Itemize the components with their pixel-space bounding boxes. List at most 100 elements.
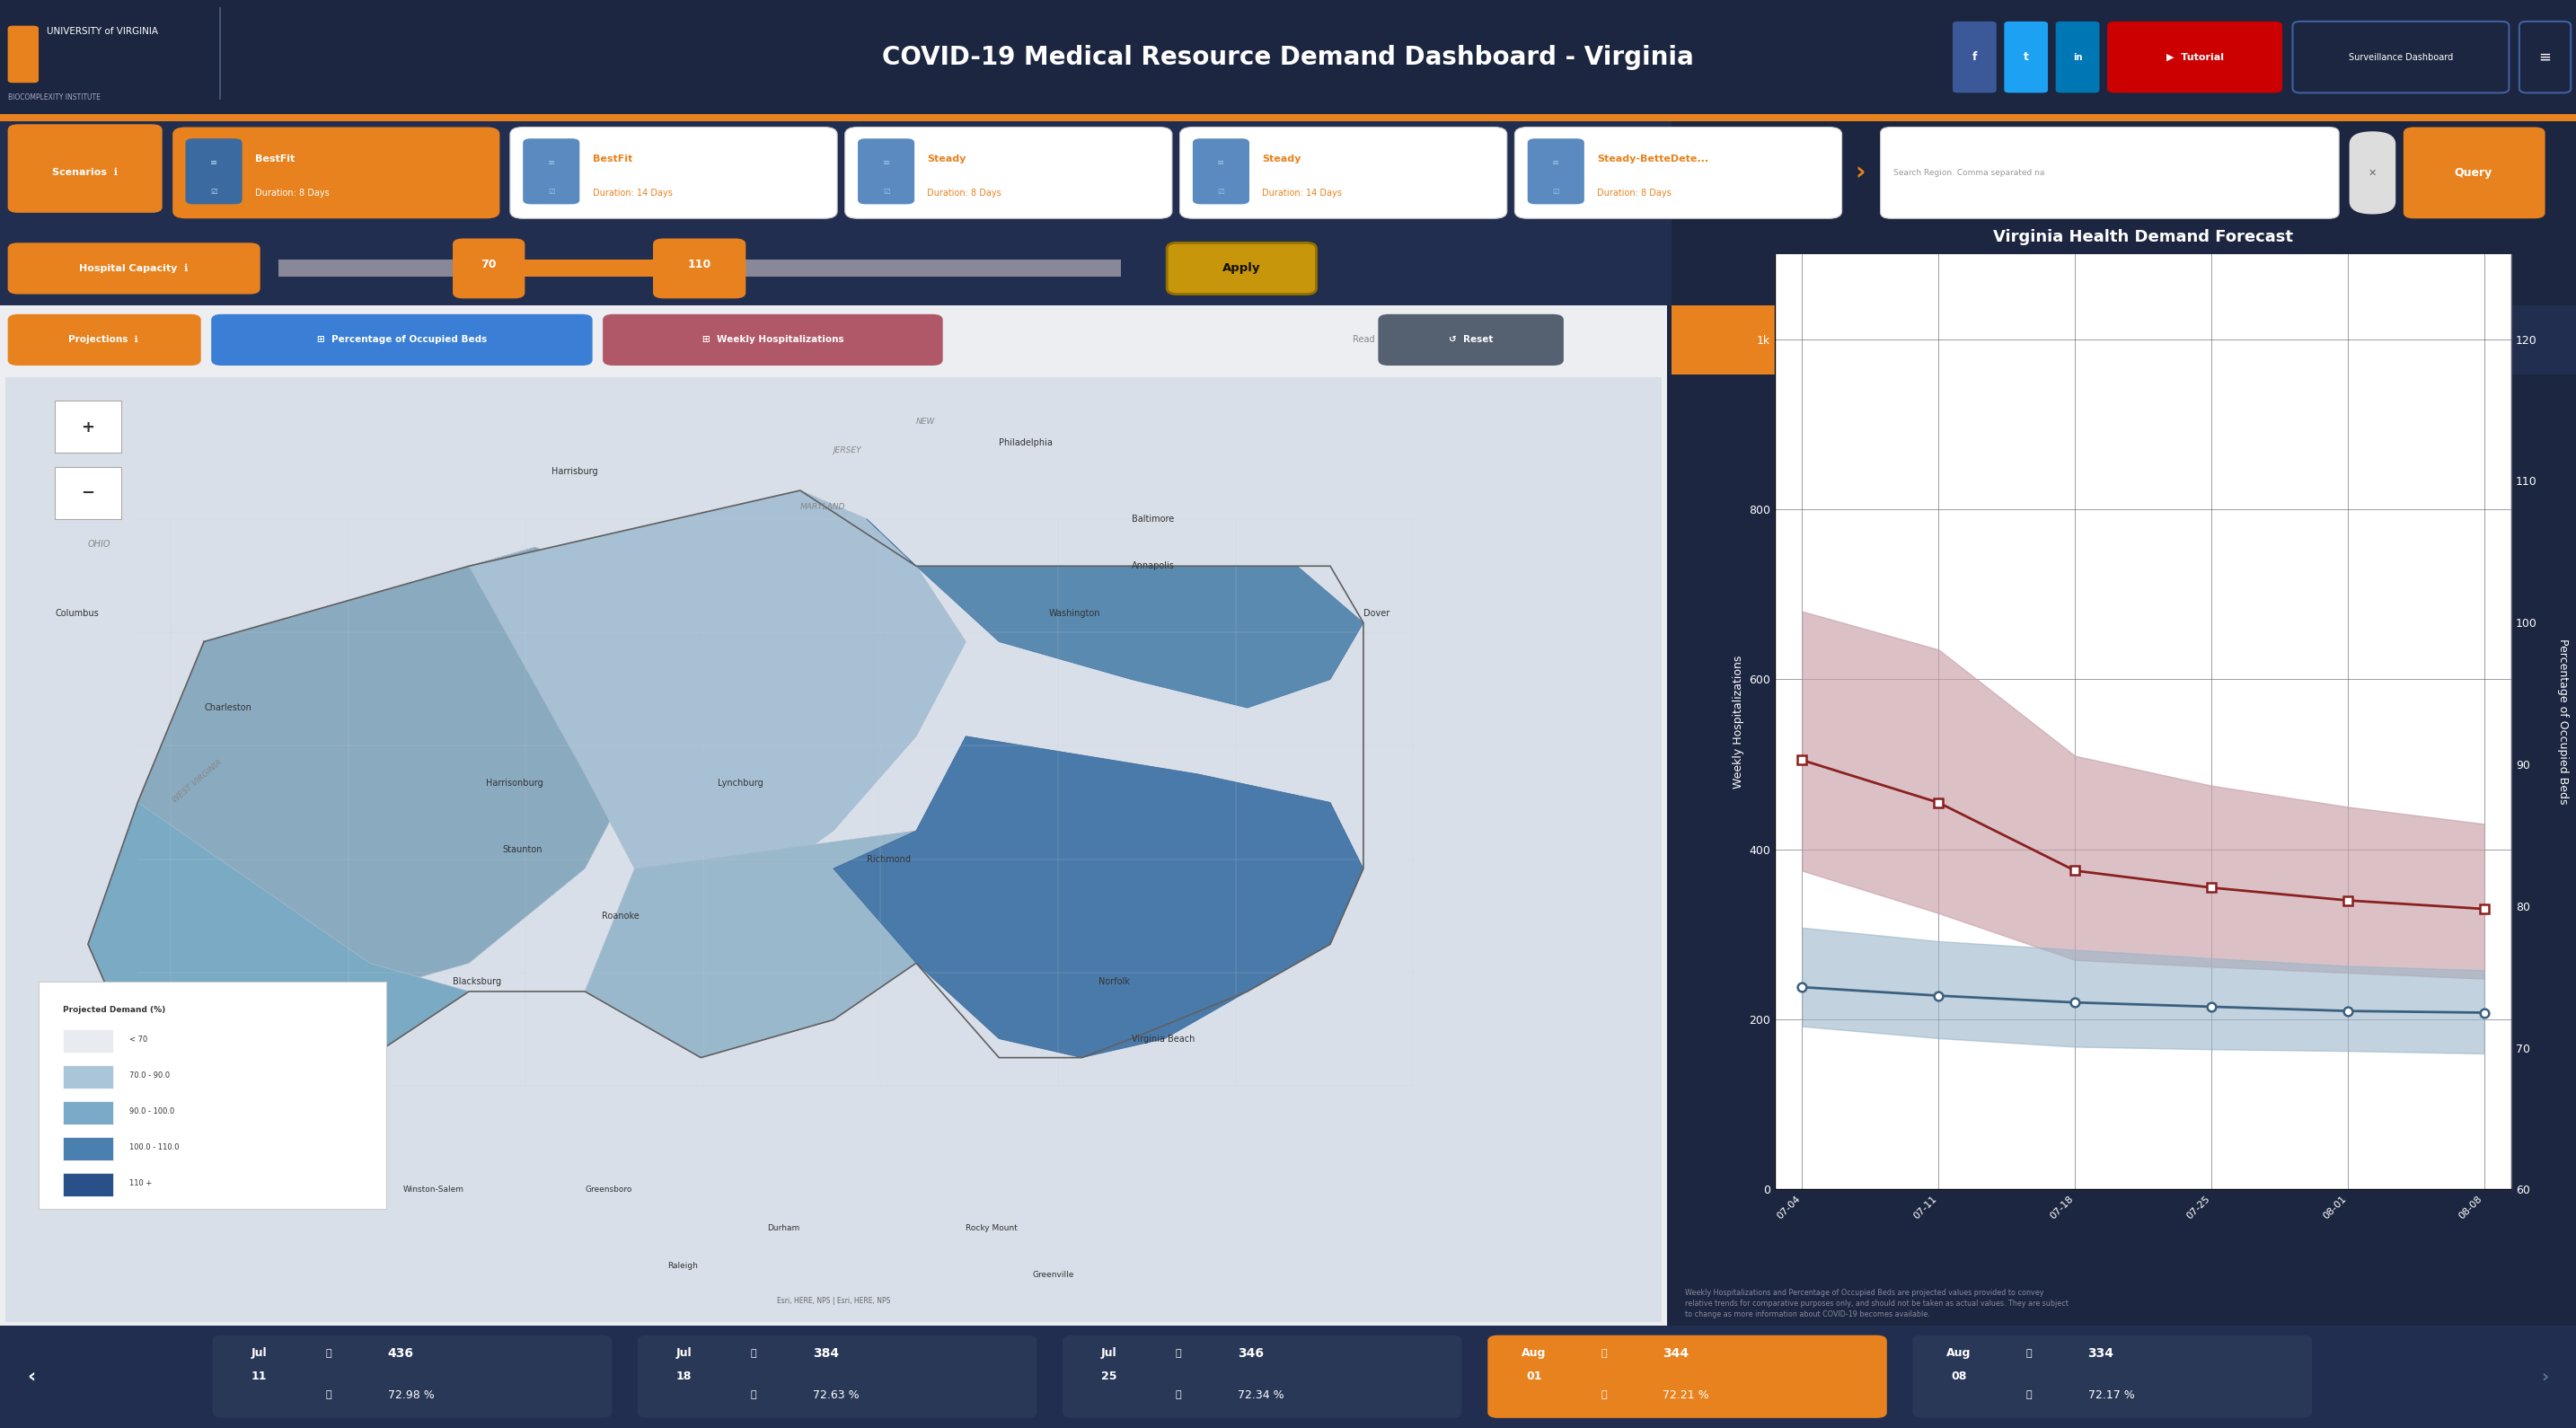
Text: Annapolis: Annapolis	[1131, 561, 1175, 571]
Text: +: +	[82, 418, 95, 436]
Text: ✕: ✕	[2367, 169, 2378, 177]
Text: t: t	[2022, 51, 2030, 63]
Bar	[0, 231, 2576, 306]
Text: ›: ›	[2543, 1368, 2548, 1385]
Text: in: in	[2074, 53, 2081, 61]
Bar	[54, 401, 121, 453]
Text: Richmond: Richmond	[866, 854, 909, 864]
Bar	[1672, 306, 2123, 374]
Text: ≡: ≡	[1553, 159, 1558, 167]
Text: Roanoke: Roanoke	[600, 911, 639, 920]
Text: ›: ›	[1855, 160, 1865, 186]
Polygon shape	[137, 547, 701, 991]
Text: BestFit: BestFit	[592, 154, 631, 164]
Text: Dover: Dover	[1363, 608, 1388, 618]
Y-axis label: Percentage of Occupied Beds: Percentage of Occupied Beds	[2558, 638, 2568, 805]
Y-axis label: Weekly Hospitalizations: Weekly Hospitalizations	[1731, 655, 1744, 788]
Text: ⊞  Percentage of Occupied Beds: ⊞ Percentage of Occupied Beds	[317, 336, 487, 344]
Text: BestFit: BestFit	[255, 154, 294, 164]
Text: 11: 11	[250, 1371, 268, 1382]
Text: ≡: ≡	[884, 159, 889, 167]
Text: 🛏: 🛏	[1175, 1391, 1182, 1399]
Text: JERSEY: JERSEY	[835, 447, 863, 454]
Polygon shape	[835, 737, 1363, 1058]
Text: 100.0 - 110.0: 100.0 - 110.0	[129, 1142, 180, 1151]
Text: Winston-Salem: Winston-Salem	[402, 1185, 464, 1194]
Text: Search Region. Comma separated na: Search Region. Comma separated na	[1893, 169, 2045, 177]
Text: 110 +: 110 +	[129, 1180, 152, 1187]
Text: Jul: Jul	[1100, 1348, 1118, 1359]
Text: ☑: ☑	[1218, 187, 1224, 196]
Text: ≡: ≡	[211, 159, 216, 167]
Text: 70: 70	[482, 258, 497, 270]
FancyBboxPatch shape	[1911, 1335, 2313, 1418]
Text: WEST VIRGINIA: WEST VIRGINIA	[170, 758, 224, 804]
Text: Greensboro: Greensboro	[585, 1185, 631, 1194]
FancyBboxPatch shape	[1193, 139, 1249, 204]
Bar	[2123, 306, 2576, 374]
Bar	[0, 1325, 2576, 1428]
Text: Charleston: Charleston	[204, 704, 252, 713]
Text: Virginia Beach: Virginia Beach	[1131, 1034, 1195, 1044]
Bar	[0, 114, 2576, 121]
Text: 🛏: 🛏	[1600, 1391, 1607, 1399]
Text: Projected Demand (%): Projected Demand (%)	[64, 1005, 165, 1014]
Bar	[64, 1065, 113, 1088]
Text: Chart: Chart	[1878, 334, 1917, 346]
Text: −: −	[82, 486, 95, 501]
Text: 110: 110	[688, 258, 711, 270]
FancyBboxPatch shape	[453, 238, 526, 298]
Text: Staunton: Staunton	[502, 845, 541, 854]
Bar	[489, 260, 701, 277]
Bar	[278, 260, 1121, 277]
Text: 01: 01	[1525, 1371, 1543, 1382]
Text: Duration: 14 Days: Duration: 14 Days	[1262, 188, 1342, 197]
Text: ≡: ≡	[2540, 49, 2550, 66]
FancyBboxPatch shape	[211, 314, 592, 366]
Text: Aug: Aug	[1522, 1348, 1546, 1359]
Text: Aug: Aug	[1947, 1348, 1971, 1359]
Text: Read: Read	[1352, 336, 1376, 344]
Bar	[64, 1030, 113, 1052]
Text: OHIO: OHIO	[88, 540, 111, 548]
Text: Washington: Washington	[1048, 608, 1100, 618]
FancyBboxPatch shape	[1953, 21, 1996, 93]
Bar	[54, 467, 121, 518]
Text: Steady-BetteDete...: Steady-BetteDete...	[1597, 154, 1708, 164]
FancyBboxPatch shape	[858, 139, 914, 204]
Text: 25: 25	[1100, 1371, 1118, 1382]
FancyBboxPatch shape	[845, 127, 1172, 218]
Text: Duration: 8 Days: Duration: 8 Days	[255, 188, 330, 197]
Text: Columbus: Columbus	[54, 608, 98, 618]
Bar	[64, 1101, 113, 1125]
FancyBboxPatch shape	[2349, 131, 2396, 214]
Text: 70.0 - 90.0: 70.0 - 90.0	[129, 1071, 170, 1080]
FancyBboxPatch shape	[510, 127, 837, 218]
Text: Lynchburg: Lynchburg	[716, 780, 762, 788]
FancyBboxPatch shape	[2004, 21, 2048, 93]
Text: ▶  Tutorial: ▶ Tutorial	[2166, 53, 2223, 61]
FancyBboxPatch shape	[1180, 127, 1507, 218]
Text: 344: 344	[1664, 1347, 1690, 1359]
Text: ≡: ≡	[549, 159, 554, 167]
Text: BIOCOMPLEXITY INSTITUTE: BIOCOMPLEXITY INSTITUTE	[8, 93, 100, 101]
FancyBboxPatch shape	[8, 243, 260, 294]
Bar	[1672, 121, 2576, 1325]
FancyBboxPatch shape	[1880, 127, 2339, 218]
Text: 346: 346	[1236, 1347, 1265, 1359]
FancyBboxPatch shape	[1167, 243, 1316, 294]
FancyBboxPatch shape	[1061, 1335, 1463, 1418]
Text: Greenville: Greenville	[1033, 1271, 1074, 1279]
FancyBboxPatch shape	[1378, 314, 1564, 366]
Text: COVID-19 Medical Resource Demand Dashboard - Virginia: COVID-19 Medical Resource Demand Dashboa…	[881, 44, 1695, 70]
Text: 🛏: 🛏	[325, 1391, 332, 1399]
Text: 72.17 %: 72.17 %	[2087, 1389, 2136, 1401]
Text: Jul: Jul	[250, 1348, 268, 1359]
Text: Scenarios  ℹ: Scenarios ℹ	[52, 169, 118, 177]
Polygon shape	[88, 803, 469, 1114]
Text: Raleigh: Raleigh	[667, 1261, 698, 1269]
Text: 334: 334	[2087, 1347, 2115, 1359]
FancyBboxPatch shape	[1489, 1335, 1886, 1418]
Title: Virginia Health Demand Forecast: Virginia Health Demand Forecast	[1994, 228, 2293, 246]
Text: 72.21 %: 72.21 %	[1664, 1389, 1710, 1401]
